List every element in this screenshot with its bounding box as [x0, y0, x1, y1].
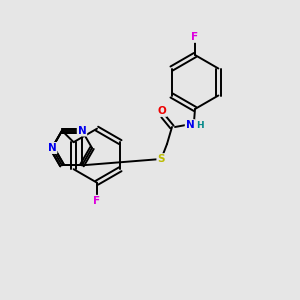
Text: S: S	[157, 154, 165, 164]
Text: F: F	[191, 32, 199, 42]
Text: O: O	[48, 143, 56, 153]
Text: F: F	[93, 196, 100, 206]
Text: O: O	[158, 106, 166, 116]
Text: N: N	[186, 120, 194, 130]
Text: N: N	[48, 143, 56, 153]
Text: N: N	[78, 126, 86, 136]
Text: H: H	[196, 121, 204, 130]
